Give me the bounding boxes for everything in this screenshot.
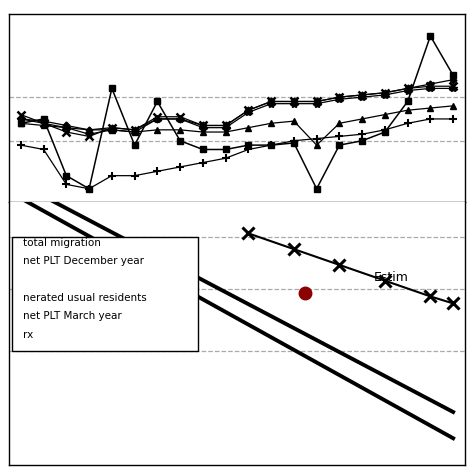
Text: total migration: total migration	[23, 237, 101, 247]
Text: Estim: Estim	[374, 271, 409, 283]
Text: rx: rx	[23, 329, 33, 339]
Text: nerated usual residents: nerated usual residents	[23, 293, 147, 303]
Text: net PLT March year: net PLT March year	[23, 311, 122, 321]
FancyBboxPatch shape	[12, 237, 198, 351]
Text: net PLT December year: net PLT December year	[23, 256, 144, 266]
